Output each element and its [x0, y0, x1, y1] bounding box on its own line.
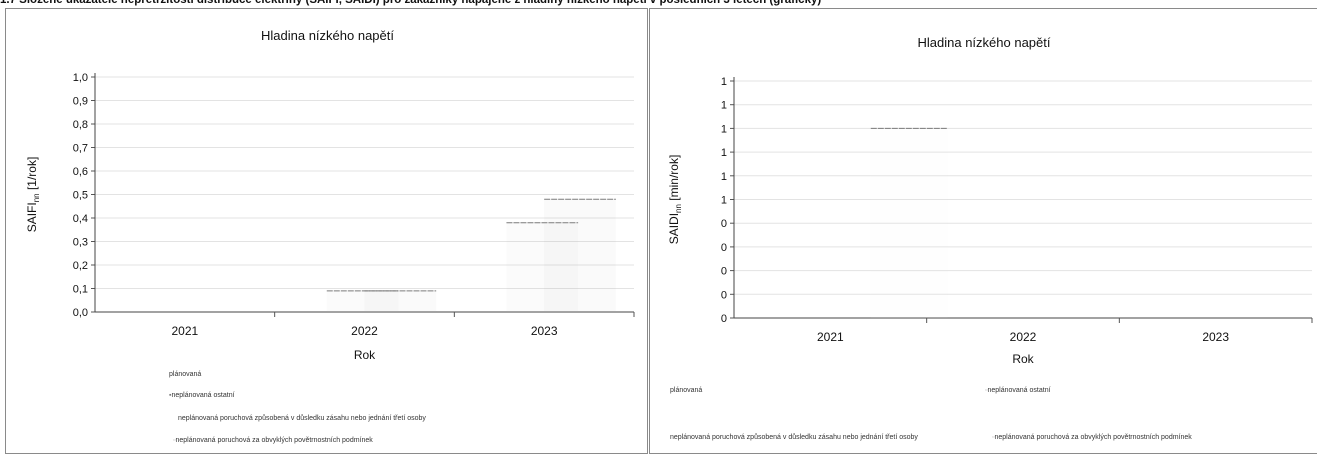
y-tick-label: 0,5	[73, 190, 88, 202]
x-tick-label: 2022	[1010, 330, 1037, 344]
legend-label: neplánovaná poruchová za obvyklých povět…	[994, 434, 1192, 441]
y-tick-label: 0	[721, 218, 727, 230]
x-axis-label: Rok	[1012, 352, 1034, 366]
bar	[544, 199, 616, 312]
y-tick-label: 0,3	[73, 237, 88, 249]
legend-label: neplánovaná ostatní	[987, 387, 1051, 394]
y-tick-label: 1	[721, 195, 727, 207]
legend-label: plánovaná	[169, 371, 202, 378]
x-tick-label: 2022	[351, 324, 378, 338]
y-axis-label-main: SAIFI	[25, 202, 39, 232]
y-tick-label: 0,2	[73, 260, 88, 272]
saifi-legend-item-1: plánovaná	[169, 371, 201, 378]
legend-label: neplánovaná poruchová za obvyklých povět…	[175, 437, 373, 444]
y-tick-label: 1	[721, 100, 727, 112]
y-tick-label: 0,0	[73, 307, 88, 319]
saidi-chart-panel: Hladina nízkého napětí 0 0 0 0 0 1 1 1 1 1 1 2021 20…	[649, 8, 1317, 454]
saidi-legend-item-2: ▫neplánovaná ostatní	[985, 387, 1051, 394]
x-axis-label: Rok	[354, 348, 376, 362]
y-tick-label: 0,1	[73, 284, 88, 296]
x-tick-label: 2023	[1202, 330, 1229, 344]
y-tick-label: 0,4	[73, 213, 88, 225]
y-tick-label: 1	[721, 171, 727, 183]
y-tick-label: 0,6	[73, 166, 88, 178]
y-axis-label-sub: nn	[674, 204, 683, 213]
x-tick-label: 2023	[531, 324, 558, 338]
saidi-legend-item-3: neplánovaná poruchová způsobená v důsled…	[670, 434, 918, 441]
saifi-legend-item-3: neplánovaná poruchová způsobená v důsled…	[178, 415, 426, 422]
y-tick-label: 1	[721, 123, 727, 135]
y-axis-label-unit: [min/rok]	[667, 155, 681, 204]
legend-label: plánovaná	[670, 387, 703, 394]
bar	[326, 290, 399, 312]
y-tick-label: 0	[721, 266, 727, 278]
saifi-chart-title: Hladina nízkého napětí	[261, 28, 394, 43]
page-caption: 1.7 Složené ukazatele nepřetržitosti dis…	[0, 0, 822, 6]
saifi-legend-item-2: ▪neplánovaná ostatní	[169, 392, 235, 399]
saidi-legend-item-1: plánovaná	[670, 387, 702, 394]
y-tick-label: 0,8	[73, 119, 88, 131]
saifi-legend-item-4: ▫neplánovaná poruchová za obvyklých pově…	[173, 437, 373, 444]
y-tick-label: 1,0	[73, 72, 88, 84]
bar	[364, 290, 437, 312]
legend-label: neplánovaná poruchová způsobená v důsled…	[178, 415, 426, 422]
y-tick-label: 1	[721, 147, 727, 159]
y-tick-label: 0	[721, 242, 727, 254]
y-axis-label-unit: [1/rok]	[25, 157, 39, 194]
legend-label: neplánovaná poruchová způsobená v důsled…	[670, 434, 918, 441]
y-tick-label: 0,9	[73, 96, 88, 108]
y-tick-label: 0	[721, 289, 727, 301]
x-tick-label: 2021	[171, 324, 198, 338]
saifi-chart-svg: 0,0 0,1 0,2 0,3 0,4 0,5 0,6 0,7 0,8 0,9 1,0 2021 202…	[25, 72, 635, 362]
y-axis-label-main: SAIDI	[667, 213, 681, 244]
y-axis-label-sub: nn	[32, 193, 41, 202]
y-axis-label: SAIFInn [1/rok]	[25, 157, 41, 233]
saidi-chart-svg: 0 0 0 0 0 1 1 1 1 1 1 2021 2022 2023 Rok SAIDInn [min/r…	[667, 76, 1313, 366]
bar	[870, 128, 948, 318]
y-tick-label: 0	[721, 313, 727, 325]
saifi-chart-panel: Hladina nízkého napětí 0,0 0,1 0,2 0,3 0,4 0,…	[5, 8, 648, 454]
x-tick-label: 2021	[817, 330, 844, 344]
y-tick-label: 0,7	[73, 143, 88, 155]
bar	[506, 222, 579, 312]
y-axis-label: SAIDInn [min/rok]	[667, 155, 683, 245]
saidi-chart-title: Hladina nízkého napětí	[917, 35, 1051, 50]
y-tick-label: 1	[721, 76, 727, 88]
legend-label: neplánovaná ostatní	[171, 392, 235, 399]
saidi-legend-item-4: ▫neplánovaná poruchová za obvyklých pově…	[992, 434, 1192, 441]
